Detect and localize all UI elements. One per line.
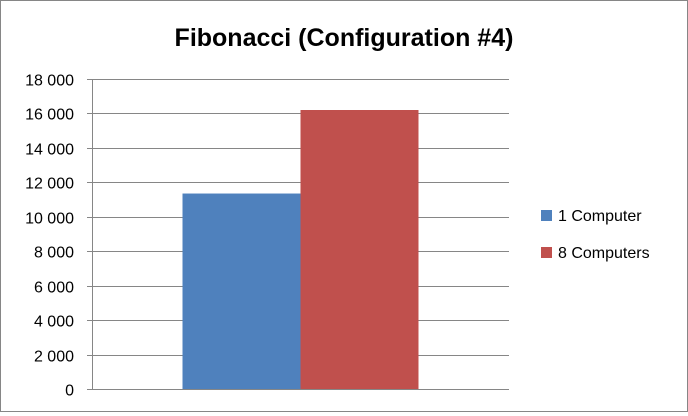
y-tick-label: 18 000 xyxy=(25,73,74,90)
y-tick-label: 12 000 xyxy=(25,176,74,193)
y-tick-label: 0 xyxy=(65,383,74,400)
y-tick-label: 6 000 xyxy=(34,280,74,297)
y-tick-label: 2 000 xyxy=(34,349,74,366)
legend-swatch xyxy=(541,247,552,258)
legend-label: 1 Computer xyxy=(558,208,642,225)
y-tick-label: 8 000 xyxy=(34,245,74,262)
chart-title: Fibonacci (Configuration #4) xyxy=(175,24,514,52)
legend-label: 8 Computers xyxy=(558,245,650,262)
y-tick-label: 10 000 xyxy=(25,211,74,228)
legend-swatch xyxy=(541,210,552,221)
bar-series-1 xyxy=(182,193,301,389)
legend: 1 Computer 8 Computers xyxy=(541,208,650,262)
y-tick-label: 4 000 xyxy=(34,314,74,331)
y-tick-label: 16 000 xyxy=(25,107,74,124)
bar-series-2 xyxy=(300,110,419,389)
y-tick-label: 14 000 xyxy=(25,142,74,159)
y-axis: 0 2 000 4 000 6 000 8 000 10 000 12 000 14 000 1… xyxy=(25,73,93,400)
bars xyxy=(182,110,419,389)
